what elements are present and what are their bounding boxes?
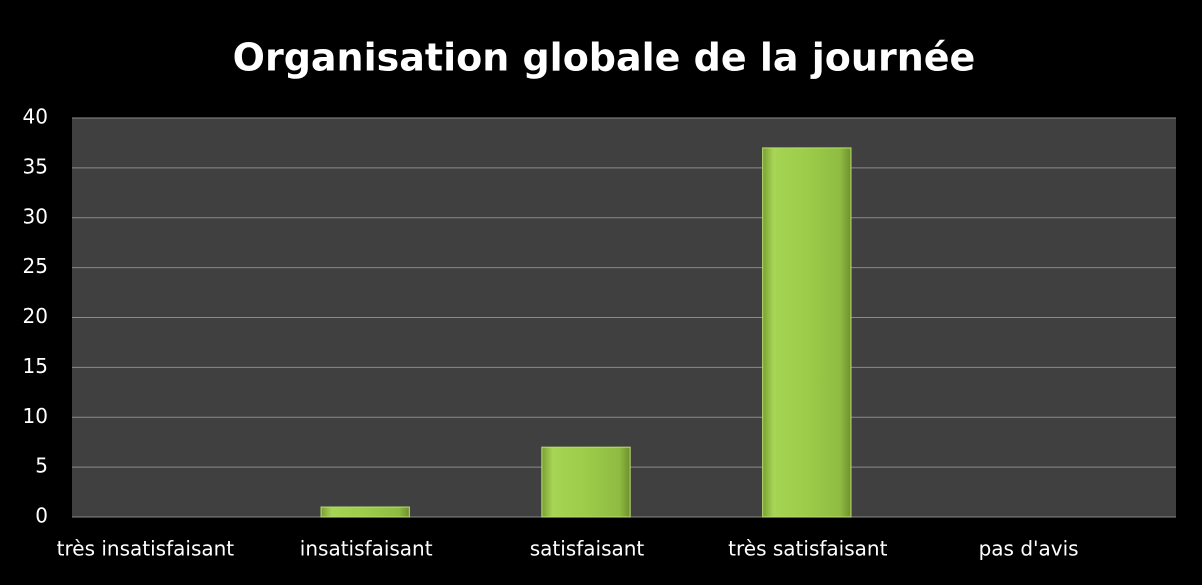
y-tick-label: 5	[35, 454, 48, 478]
x-tick-label: insatisfaisant	[300, 537, 433, 561]
y-tick-label: 25	[23, 254, 48, 278]
bar	[762, 147, 852, 518]
bar	[320, 506, 410, 518]
y-tick-label: 20	[23, 304, 48, 328]
y-tick-label: 30	[23, 204, 48, 228]
y-tick-label: 15	[23, 354, 48, 378]
y-tick-label: 0	[35, 504, 48, 528]
bar	[541, 446, 631, 518]
x-tick-label: pas d'avis	[979, 537, 1079, 561]
x-tick-label: très insatisfaisant	[57, 537, 235, 561]
chart-title: Organisation globale de la journée	[233, 36, 976, 80]
x-tick-label: très satisfaisant	[728, 537, 887, 561]
y-tick-label: 40	[23, 105, 48, 129]
x-tick-label: satisfaisant	[530, 537, 645, 561]
y-tick-label: 10	[23, 404, 48, 428]
y-tick-label: 35	[23, 154, 48, 178]
